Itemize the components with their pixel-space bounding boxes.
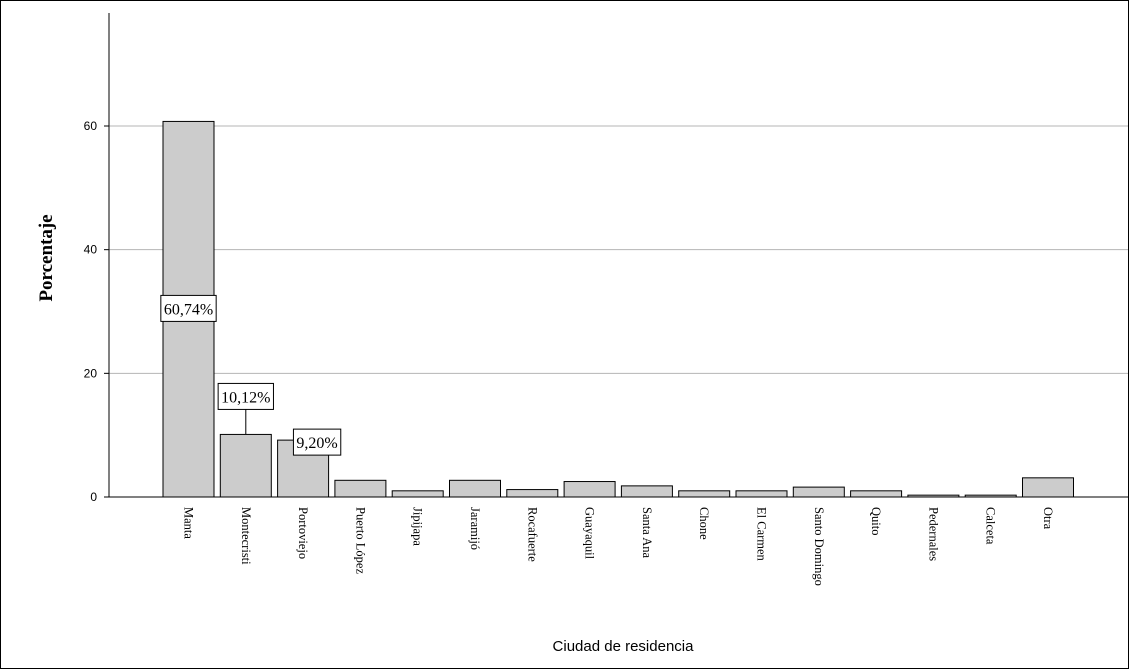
y-axis-title: Porcentaje [36, 214, 57, 301]
data-label-text: 60,74% [164, 301, 213, 318]
bar-jaramij- [449, 479, 501, 498]
gridlines [109, 125, 1128, 374]
x-tick-label: Chone [697, 507, 711, 540]
bar-rocafuerte [506, 489, 559, 498]
data-label: 9,20% [292, 428, 342, 456]
y-tick-label: 0 [90, 490, 97, 504]
x-tick-label: Guayaquil [583, 507, 597, 560]
x-axis-title: Ciudad de residencia [553, 638, 695, 655]
bar-guayaquil [563, 481, 616, 498]
axes [104, 13, 1128, 498]
x-tick-labels: Manta Montecristi Portoviejo Puerto López Ji… [182, 507, 1056, 586]
data-labels: 60,74% 10,12% 9,20% [160, 294, 342, 456]
x-tick-label: Santo Domingo [812, 507, 826, 586]
data-label-box [160, 294, 217, 322]
y-tick-label: 40 [84, 243, 98, 257]
x-tick-label: Jaramijó [468, 507, 482, 550]
x-tick-label: Jipijapa [411, 507, 425, 546]
bar-santa-ana [620, 485, 673, 498]
data-label-box [292, 428, 342, 456]
bar-quito [850, 490, 903, 498]
y-tick-label: 20 [84, 366, 98, 380]
bar-puerto-l-pez [334, 479, 387, 498]
data-label-text: 9,20% [296, 435, 337, 452]
bar-otra [1022, 477, 1074, 498]
x-tick-label: Manta [182, 507, 196, 539]
data-label: 60,74% [160, 294, 217, 322]
bar-chone [678, 490, 731, 498]
y-tick-label: 60 [84, 119, 98, 133]
bar-jipijapa [391, 490, 444, 498]
bar-montecristi [219, 433, 272, 498]
bar-el-carmen [735, 490, 788, 498]
data-label-box [217, 382, 274, 410]
x-tick-label: Pedernales [926, 507, 940, 561]
bar-santo-domingo [792, 486, 845, 498]
data-label-text: 10,12% [221, 389, 270, 406]
x-tick-label: Portoviejo [296, 507, 310, 559]
x-tick-label: Montecristi [239, 507, 253, 565]
x-tick-label: El Carmen [755, 507, 769, 562]
x-tick-label: Otra [1041, 507, 1055, 530]
x-tick-label: Quito [869, 507, 883, 535]
x-tick-label: Rocafuerte [525, 507, 539, 562]
y-tick-labels: 0 20 40 60 [84, 119, 98, 504]
x-tick-label: Calceta [984, 507, 998, 545]
x-tick-label: Puerto López [353, 507, 367, 574]
x-tick-label: Santa Ana [640, 507, 654, 558]
data-label: 10,12% [217, 382, 274, 435]
